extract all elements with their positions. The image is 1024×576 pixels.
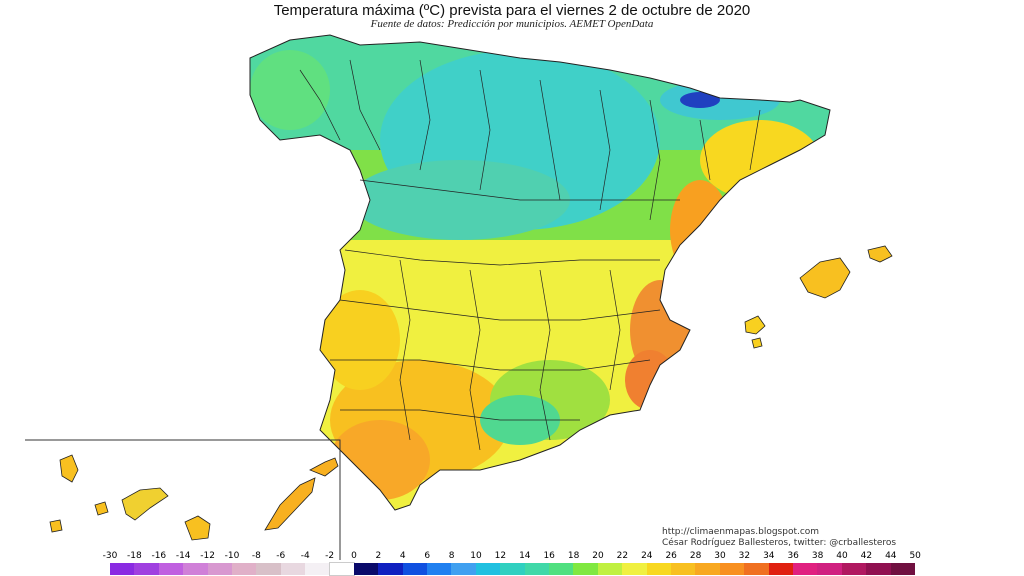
legend-swatch [183, 563, 208, 575]
legend-label: 10 [470, 551, 482, 561]
legend-swatch [110, 563, 135, 575]
legend-swatch [500, 563, 525, 575]
legend-label: 22 [616, 551, 629, 561]
legend-label: 34 [763, 551, 775, 561]
legend-label: -12 [200, 551, 215, 561]
legend-label: 14 [519, 551, 531, 561]
legend-labels: -30 -18 -16 -14 -12 -10 -8 -6 -4 -2 0 2 4 6 8 10 12 14 16 1… [100, 551, 940, 563]
legend-label: 8 [448, 551, 455, 561]
legend-swatch [549, 563, 574, 575]
author-credit: César Rodríguez Ballesteros, twitter: @c… [662, 538, 897, 548]
legend-swatch [524, 563, 550, 575]
legend-swatch [402, 563, 428, 575]
balearic-islands [744, 245, 893, 349]
mainland-spain [250, 35, 830, 510]
legend-swatch [841, 563, 867, 575]
legend-label: 16 [543, 551, 555, 561]
legend-swatch [597, 563, 623, 575]
legend-label: 50 [909, 551, 921, 561]
legend-label: 12 [494, 551, 507, 561]
legend-swatch [328, 562, 355, 576]
legend-swatches [110, 562, 915, 576]
legend-label: 36 [787, 551, 799, 561]
canary-islands [49, 454, 339, 541]
legend-swatch [427, 563, 452, 575]
legend-label: 26 [665, 551, 677, 561]
legend-label: -2 [325, 551, 335, 561]
legend-swatch [670, 563, 696, 575]
legend-label: 18 [567, 551, 580, 561]
legend-label: 30 [714, 551, 726, 561]
legend-label: 32 [738, 551, 751, 561]
legend-label: 38 [811, 551, 824, 561]
legend-swatch [719, 563, 745, 575]
legend-label: -8 [251, 551, 261, 561]
legend-label: 42 [860, 551, 873, 561]
legend-swatch [792, 563, 818, 575]
legend-label: 6 [424, 551, 431, 561]
legend-swatch [378, 563, 403, 575]
legend-swatch [134, 563, 159, 575]
legend-swatch [573, 563, 598, 575]
legend-label: 20 [592, 551, 604, 561]
legend-swatch [817, 563, 842, 575]
legend-swatch [256, 563, 281, 575]
legend-swatch [158, 563, 184, 575]
legend-swatch [451, 563, 476, 575]
legend-swatch [622, 563, 647, 575]
legend-label: -14 [175, 551, 191, 561]
legend-swatch [646, 563, 671, 575]
legend-label: -10 [224, 551, 240, 561]
legend-swatch [207, 563, 232, 575]
map-title: Temperatura máxima (ºC) prevista para el… [273, 2, 751, 19]
legend-label: 4 [399, 551, 406, 561]
legend-swatch [305, 563, 330, 575]
legend-label: 2 [375, 551, 382, 561]
legend-label: -4 [300, 551, 310, 561]
legend-label: -6 [276, 551, 286, 561]
legend-label: 44 [885, 551, 897, 561]
legend-label: -30 [102, 551, 118, 561]
legend-swatch [280, 563, 306, 575]
legend-swatch [768, 563, 793, 575]
legend-label: 0 [351, 551, 357, 561]
legend-swatch [695, 563, 720, 575]
legend-label: -16 [151, 551, 167, 561]
legend-swatch [353, 563, 379, 575]
legend-swatch [475, 563, 501, 575]
canary-inset-border [25, 439, 341, 560]
legend-label: -18 [127, 551, 142, 561]
legend-swatch [890, 563, 915, 575]
mainland-outline [249, 34, 831, 511]
legend-swatch [744, 563, 769, 575]
legend-label: 28 [689, 551, 702, 561]
legend-swatch [231, 563, 257, 575]
map-subtitle: Fuente de datos: Predicción por municipi… [370, 18, 654, 30]
blog-credit: http://climaenmapas.blogspot.com [662, 527, 820, 537]
legend-swatch [866, 563, 891, 575]
province-borders [299, 59, 761, 451]
legend-label: 24 [641, 551, 653, 561]
legend-label: 40 [836, 551, 848, 561]
